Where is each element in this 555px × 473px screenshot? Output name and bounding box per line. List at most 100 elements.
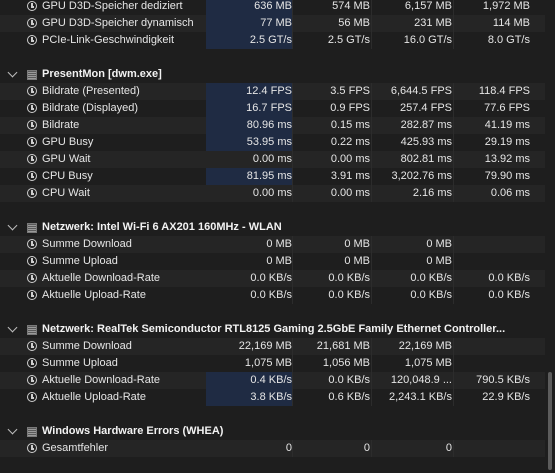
min-value: 21,681 MB: [316, 340, 370, 352]
group-header[interactable]: Netzwerk: RealTek Semiconductor RTL8125 …: [0, 321, 545, 338]
avg-value: [454, 338, 530, 355]
max-value: 425.93 ms: [400, 136, 452, 148]
column-divider: [371, 134, 372, 151]
sensor-row[interactable]: CPU Busy 81.95 ms 3.91 ms 3,202.76 ms 79.90 …: [0, 168, 545, 185]
current-value: 0 MB: [266, 255, 292, 267]
spacer-row: [0, 202, 545, 219]
column-divider: [453, 151, 454, 168]
sensor-label: Bildrate: [42, 119, 80, 131]
sensor-row[interactable]: Summe Download 22,169 MB 21,681 MB 22,169 M…: [0, 338, 545, 355]
sensor-label: Summe Download: [42, 340, 132, 352]
sensor-label: Summe Upload: [42, 357, 118, 369]
current-value: 16.7 FPS: [206, 100, 292, 117]
current-value: 22,169 MB: [238, 340, 292, 352]
avg-value: 8.0 GT/s: [487, 34, 530, 46]
max-value: 6,157 MB: [404, 0, 452, 12]
avg-value: 0.0 KB/s: [488, 289, 530, 301]
column-divider: [371, 0, 372, 15]
scrollbar-thumb[interactable]: [548, 372, 552, 470]
column-divider: [453, 100, 454, 117]
column-divider: [371, 32, 372, 49]
current-value: 0.00 ms: [252, 153, 292, 165]
max-value: 22,169 MB: [398, 340, 452, 352]
sensor-row[interactable]: Summe Download 0 MB 0 MB 0 MB: [0, 236, 545, 253]
column-divider: [453, 287, 454, 304]
avg-value: [454, 440, 530, 457]
sensor-row[interactable]: Aktuelle Upload-Rate 0.0 KB/s 0.0 KB/s 0.0 …: [0, 287, 545, 304]
spacer-row: [0, 304, 545, 321]
current-value: 0.4 KB/s: [206, 372, 292, 389]
clock-icon: [27, 273, 37, 283]
sensor-label: Bildrate (Displayed): [42, 102, 138, 114]
sensor-label: Aktuelle Download-Rate: [42, 374, 161, 386]
column-divider: [292, 440, 293, 457]
column-divider: [371, 83, 372, 100]
avg-value: 13.92 ms: [484, 153, 530, 165]
column-divider: [371, 287, 372, 304]
sensor-row[interactable]: Aktuelle Download-Rate 0.0 KB/s 0.0 KB/s 0.…: [0, 270, 545, 287]
sensor-label: Aktuelle Upload-Rate: [42, 391, 146, 403]
vertical-scrollbar[interactable]: [545, 0, 555, 473]
group-title: Netzwerk: Intel Wi-Fi 6 AX201 160MHz - W…: [42, 221, 282, 233]
column-divider: [371, 253, 372, 270]
sensor-row[interactable]: Summe Upload 1,075 MB 1,056 MB 1,075 MB: [0, 355, 545, 372]
sensor-row[interactable]: GPU Wait 0.00 ms 0.00 ms 802.81 ms 13.92 ms: [0, 151, 545, 168]
current-value: 12.4 FPS: [206, 83, 292, 100]
chevron-down-icon[interactable]: [7, 67, 18, 78]
avg-value: [454, 355, 530, 372]
avg-value: 0.0 KB/s: [488, 272, 530, 284]
column-divider: [292, 83, 293, 100]
sensor-label: GPU D3D-Speicher dediziert: [42, 0, 183, 12]
current-value: 77 MB: [206, 15, 292, 32]
chevron-down-icon[interactable]: [7, 322, 18, 333]
sensor-row[interactable]: GPU D3D-Speicher dediziert 636 MB 574 MB 6,…: [0, 0, 545, 15]
sensor-row[interactable]: CPU Wait 0.00 ms 0.00 ms 2.16 ms 0.06 ms: [0, 185, 545, 202]
sensor-row[interactable]: Gesamtfehler 0 0 0: [0, 440, 545, 457]
avg-value: 1,972 MB: [482, 0, 530, 12]
chevron-down-icon[interactable]: [7, 424, 18, 435]
sensor-row[interactable]: Summe Upload 0 MB 0 MB 0 MB: [0, 253, 545, 270]
group-header[interactable]: PresentMon [dwm.exe]: [0, 66, 545, 83]
current-value: 1,075 MB: [244, 357, 292, 369]
column-divider: [292, 185, 293, 202]
column-divider: [292, 253, 293, 270]
sensor-row[interactable]: Bildrate (Presented) 12.4 FPS 3.5 FPS 6,644…: [0, 83, 545, 100]
max-value: 257.4 FPS: [400, 102, 452, 114]
min-value: 0.0 KB/s: [328, 272, 370, 284]
min-value: 0.0 KB/s: [328, 289, 370, 301]
column-divider: [292, 0, 293, 15]
current-value: 0.0 KB/s: [250, 272, 292, 284]
avg-value: 79.90 ms: [484, 170, 530, 182]
sensor-label: GPU Busy: [42, 136, 94, 148]
column-divider: [371, 389, 372, 406]
column-divider: [292, 372, 293, 389]
sensor-row[interactable]: PCIe-Link-Geschwindigkeit 2.5 GT/s 2.5 GT/…: [0, 32, 545, 49]
sensor-row[interactable]: GPU D3D-Speicher dynamisch 77 MB 56 MB 231 …: [0, 15, 545, 32]
group-header[interactable]: Netzwerk: Intel Wi-Fi 6 AX201 160MHz - W…: [0, 219, 545, 236]
sensor-row[interactable]: Bildrate 80.96 ms 0.15 ms 282.87 ms 41.19 ms: [0, 117, 545, 134]
min-value: 3.91 ms: [330, 170, 370, 182]
clock-icon: [27, 86, 37, 96]
sensor-row[interactable]: Aktuelle Download-Rate 0.4 KB/s 0.0 KB/s 12…: [0, 372, 545, 389]
chevron-down-icon[interactable]: [7, 220, 18, 231]
sensor-label: Summe Download: [42, 238, 132, 250]
column-divider: [292, 151, 293, 168]
max-value: 2,243.1 KB/s: [389, 391, 452, 403]
spacer-row: [0, 406, 545, 423]
sensor-row[interactable]: GPU Busy 53.95 ms 0.22 ms 425.93 ms 29.19 ms: [0, 134, 545, 151]
avg-value: 77.6 FPS: [484, 102, 530, 114]
column-divider: [453, 236, 454, 253]
clock-icon: [27, 341, 37, 351]
current-value: 0 MB: [266, 238, 292, 250]
column-divider: [371, 185, 372, 202]
avg-value: [454, 253, 530, 270]
sensor-row[interactable]: Aktuelle Upload-Rate 3.8 KB/s 0.6 KB/s 2,24…: [0, 389, 545, 406]
column-divider: [453, 372, 454, 389]
current-value: 2.5 GT/s: [206, 32, 292, 49]
max-value: 3,202.76 ms: [391, 170, 452, 182]
column-divider: [453, 32, 454, 49]
current-value: 0.00 ms: [252, 187, 292, 199]
group-header[interactable]: Windows Hardware Errors (WHEA): [0, 423, 545, 440]
column-divider: [292, 134, 293, 151]
sensor-row[interactable]: Bildrate (Displayed) 16.7 FPS 0.9 FPS 257.4…: [0, 100, 545, 117]
